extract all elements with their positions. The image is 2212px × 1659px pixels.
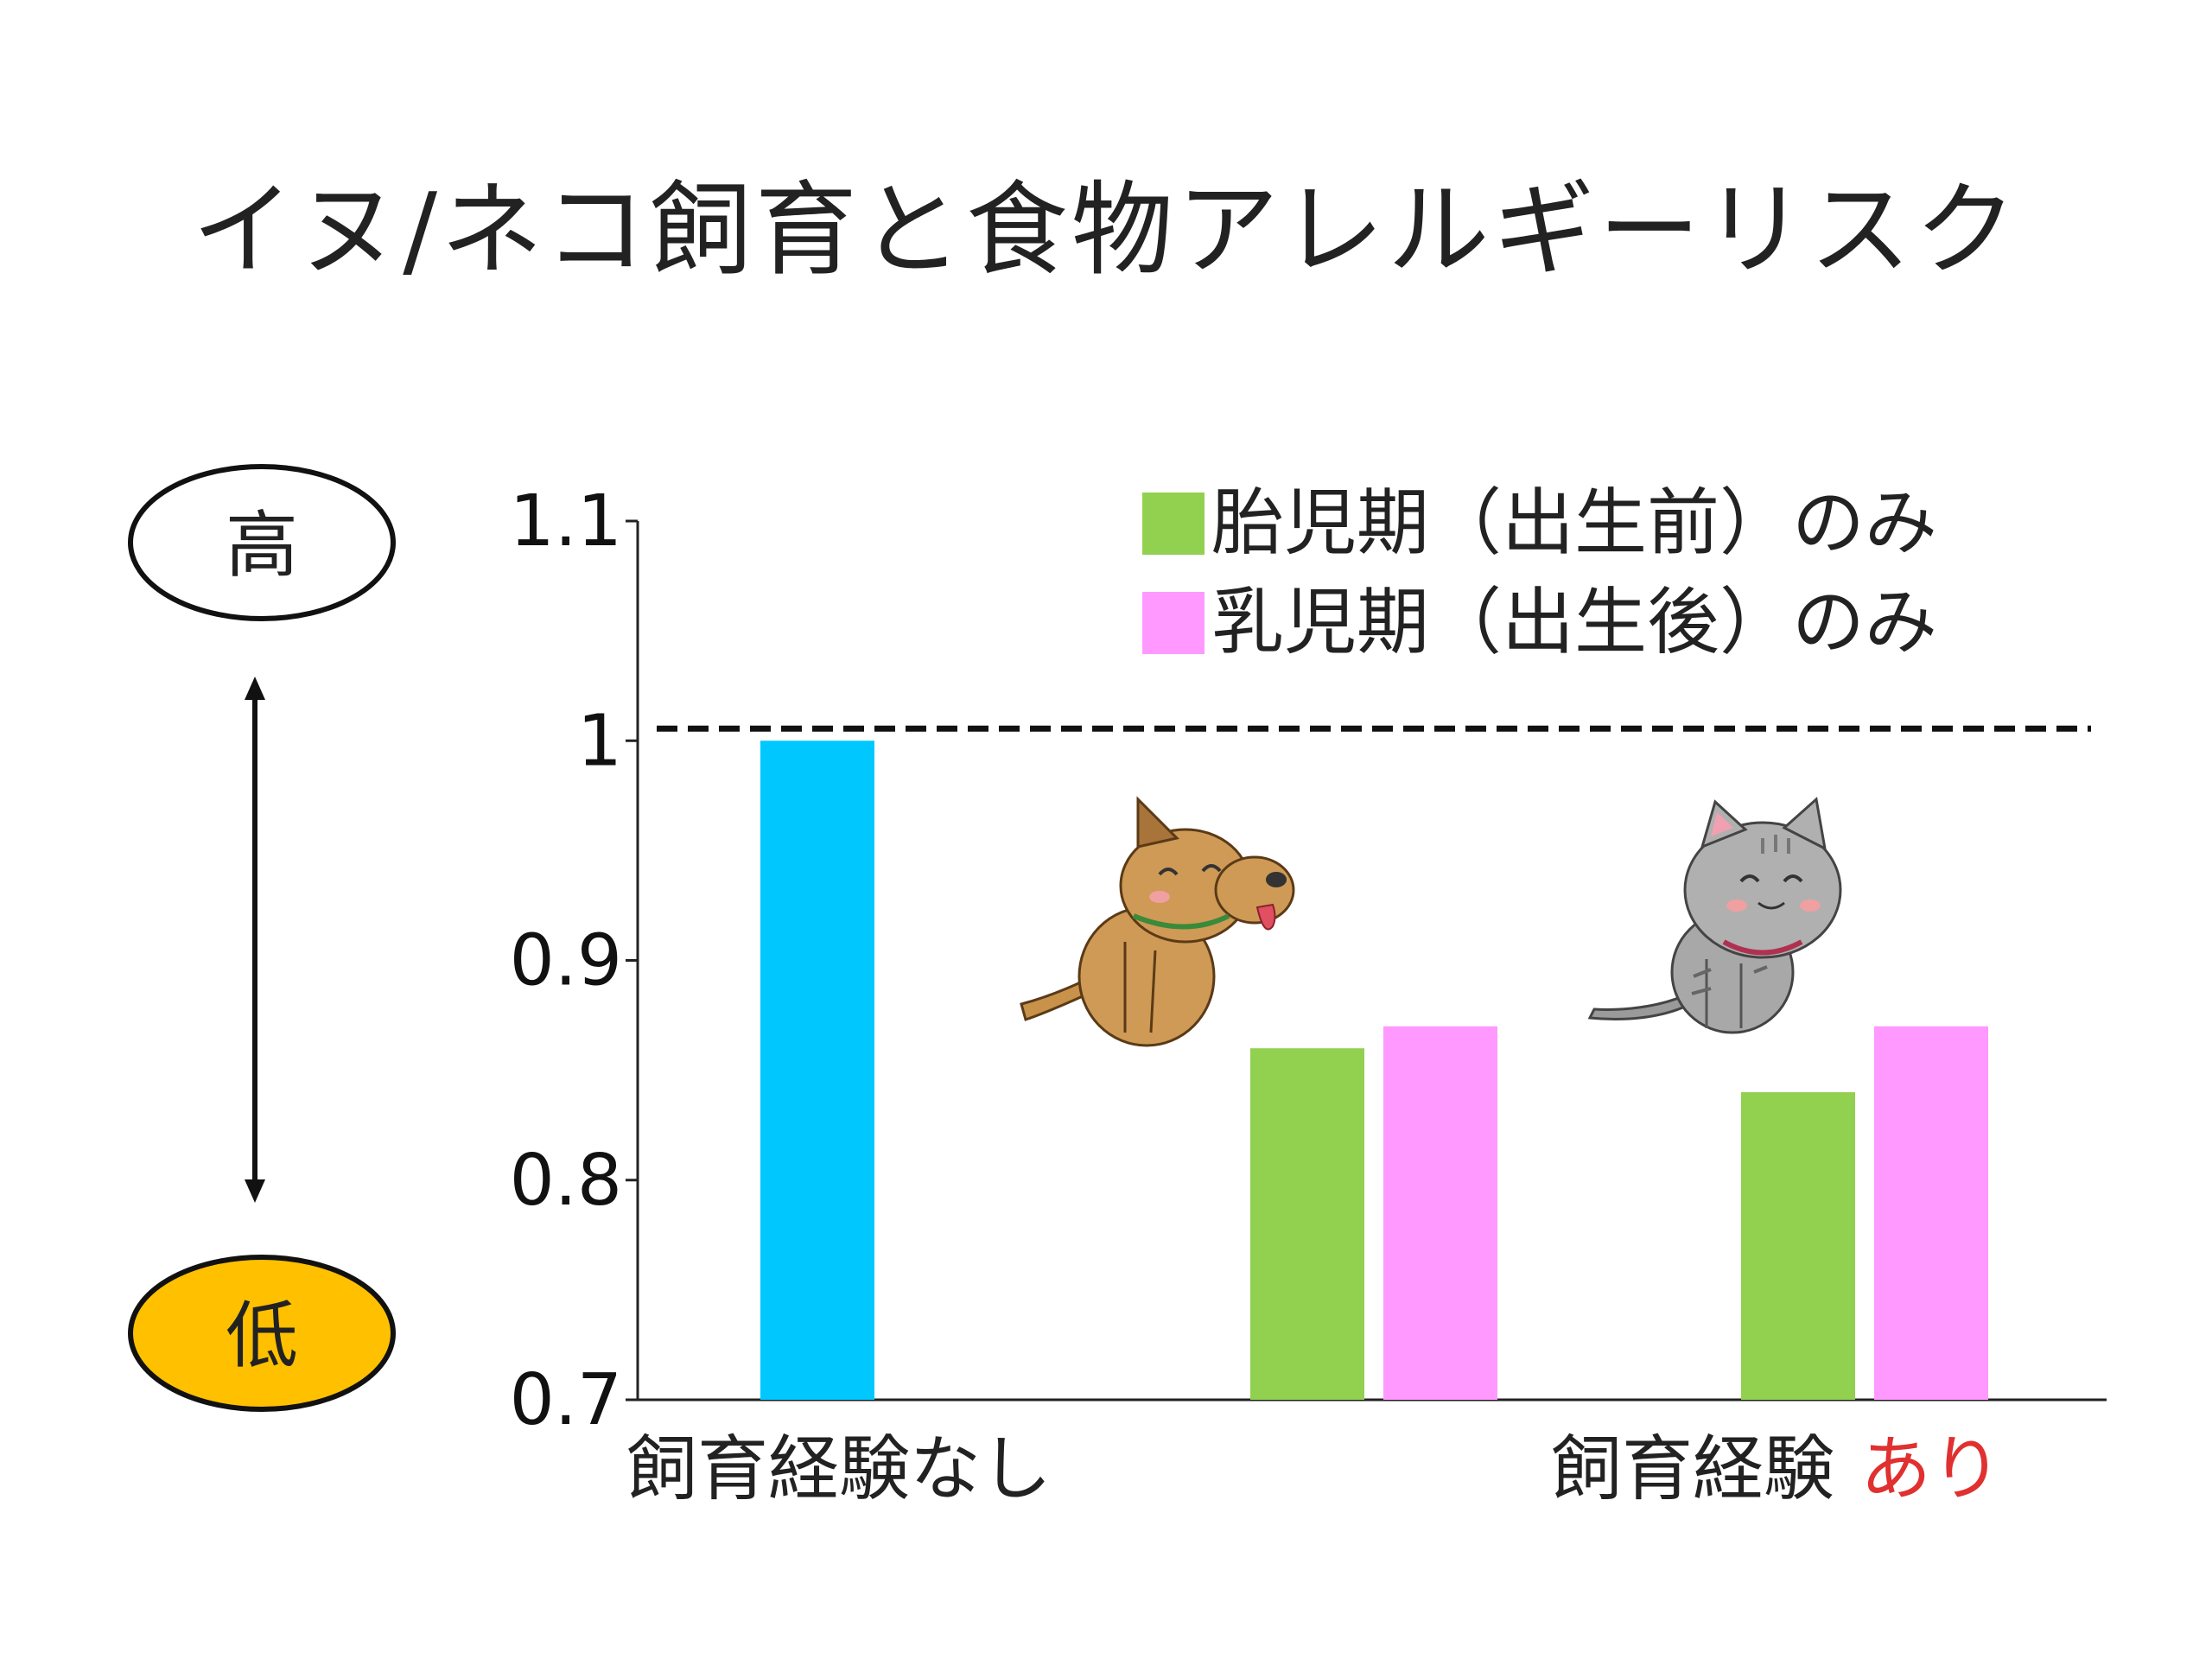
bar [1741, 1092, 1855, 1400]
high-risk-label: 高 [226, 503, 298, 588]
dog-icon [1020, 796, 1295, 1047]
legend-swatch [1142, 493, 1205, 555]
bar [1383, 1026, 1497, 1400]
x-labels: 飼育経験なし 飼育経験 あり [626, 1428, 2002, 1510]
category-label: 飼育経験 あり [1551, 1428, 2002, 1510]
category-label: 飼育経験なし [626, 1428, 1052, 1510]
bar [1874, 1026, 1988, 1400]
bars [760, 741, 1988, 1400]
page-title: イヌ/ネコ飼育と食物アレルギーリスク [192, 170, 2020, 289]
y-tick-label: 1 [577, 700, 622, 782]
legend-label: 胎児期（出生前）のみ [1211, 480, 1937, 565]
low-risk-label: 低 [226, 1294, 298, 1378]
y-tick-label: 0.8 [510, 1140, 622, 1222]
legend-label: 乳児期（出生後）のみ [1211, 580, 1937, 664]
category-label-text: 飼育経験なし [626, 1428, 1052, 1510]
bar [760, 741, 874, 1400]
low-risk-ellipse [128, 1255, 396, 1412]
bar [1250, 1048, 1364, 1400]
y-tick-label: 0.7 [510, 1359, 622, 1441]
y-ticks: 0.7 0.8 0.9 1 1.1 [510, 480, 638, 1441]
y-tick-label: 0.9 [510, 920, 622, 1002]
arrow-down-icon [245, 1179, 265, 1203]
high-risk-ellipse [128, 464, 396, 621]
cat-icon [1587, 797, 1842, 1034]
legend-swatch [1142, 592, 1205, 654]
y-tick-label: 1.1 [510, 480, 622, 563]
category-label-highlight: あり [1860, 1428, 2002, 1510]
category-label-text: 飼育経験 [1551, 1428, 1834, 1510]
arrow-up-icon [245, 677, 265, 700]
risk-scale: 高 低 [128, 464, 396, 1412]
